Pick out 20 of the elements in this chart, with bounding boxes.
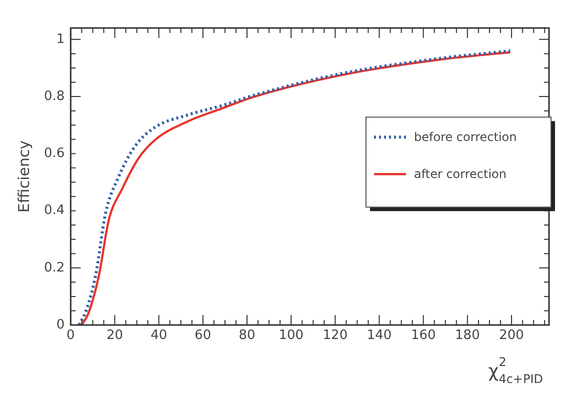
x-tick-label: 120: [322, 328, 348, 344]
y-tick-label: 0.2: [44, 260, 65, 276]
y-tick-label: 0.6: [44, 146, 65, 162]
legend-label: before correction: [414, 130, 517, 144]
x-tick-label: 180: [455, 328, 480, 344]
x-tick-label: 100: [278, 328, 304, 344]
y-axis-title: Efficiency: [14, 140, 33, 213]
x-tick-label: 200: [499, 328, 524, 344]
x-tick-label: 20: [106, 328, 124, 344]
y-tick-label: 0: [56, 317, 65, 332]
x-tick-label: 40: [150, 328, 168, 344]
legend-label: after correction: [414, 167, 507, 182]
y-tick-label: 1: [56, 32, 65, 47]
y-tick-label: 0.8: [44, 88, 65, 104]
y-tick-label: 0.4: [44, 203, 65, 218]
x-tick-label: 0: [66, 328, 75, 344]
x-tick-label: 60: [194, 328, 212, 344]
x-tick-label: 160: [410, 328, 436, 344]
x-tick-label: 80: [238, 328, 256, 344]
x-tick-label: 140: [366, 328, 392, 344]
